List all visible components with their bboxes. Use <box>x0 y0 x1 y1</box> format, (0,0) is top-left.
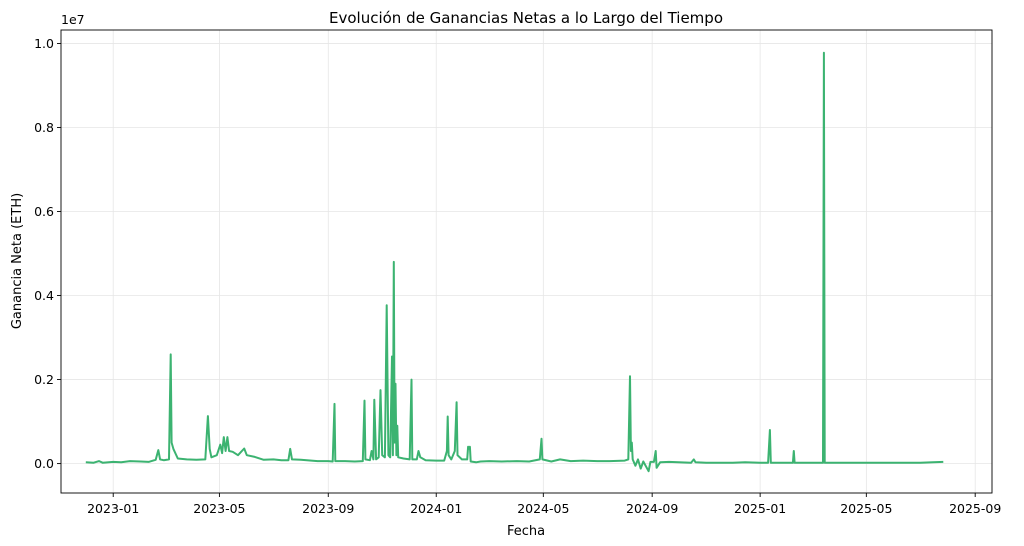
x-tick-label: 2023-01 <box>87 501 139 516</box>
chart-title: Evolución de Ganancias Netas a lo Largo … <box>329 9 723 27</box>
x-axis-label: Fecha <box>507 524 545 539</box>
x-tick-label: 2023-05 <box>193 501 245 516</box>
y-tick-label: 1.0 <box>34 36 54 51</box>
x-tick-label: 2025-01 <box>734 501 786 516</box>
y-tick-label: 0.0 <box>34 456 54 471</box>
y-tick-label: 0.2 <box>34 372 54 387</box>
y-axis-offset-label: 1e7 <box>61 12 85 27</box>
x-tick-label: 2024-05 <box>517 501 569 516</box>
series-layer <box>85 51 944 473</box>
x-axis-ticks: 2023-01 2023-05 2023-09 2024-01 2024-05 2024-… <box>87 493 1001 516</box>
net-profit-series-line <box>85 51 944 473</box>
x-tick-label: 2023-09 <box>302 501 354 516</box>
x-tick-label: 2025-09 <box>949 501 1001 516</box>
y-tick-label: 0.6 <box>34 204 54 219</box>
y-axis-label: Ganancia Neta (ETH) <box>10 193 25 329</box>
plot-area-frame <box>60 29 993 494</box>
y-axis-ticks: 0.0 0.2 0.4 0.6 0.8 1.0 <box>34 36 61 471</box>
x-tick-label: 2025-05 <box>840 501 892 516</box>
x-tick-label: 2024-09 <box>626 501 678 516</box>
y-tick-label: 0.4 <box>34 288 54 303</box>
y-tick-label: 0.8 <box>34 120 54 135</box>
x-tick-label: 2024-01 <box>410 501 462 516</box>
